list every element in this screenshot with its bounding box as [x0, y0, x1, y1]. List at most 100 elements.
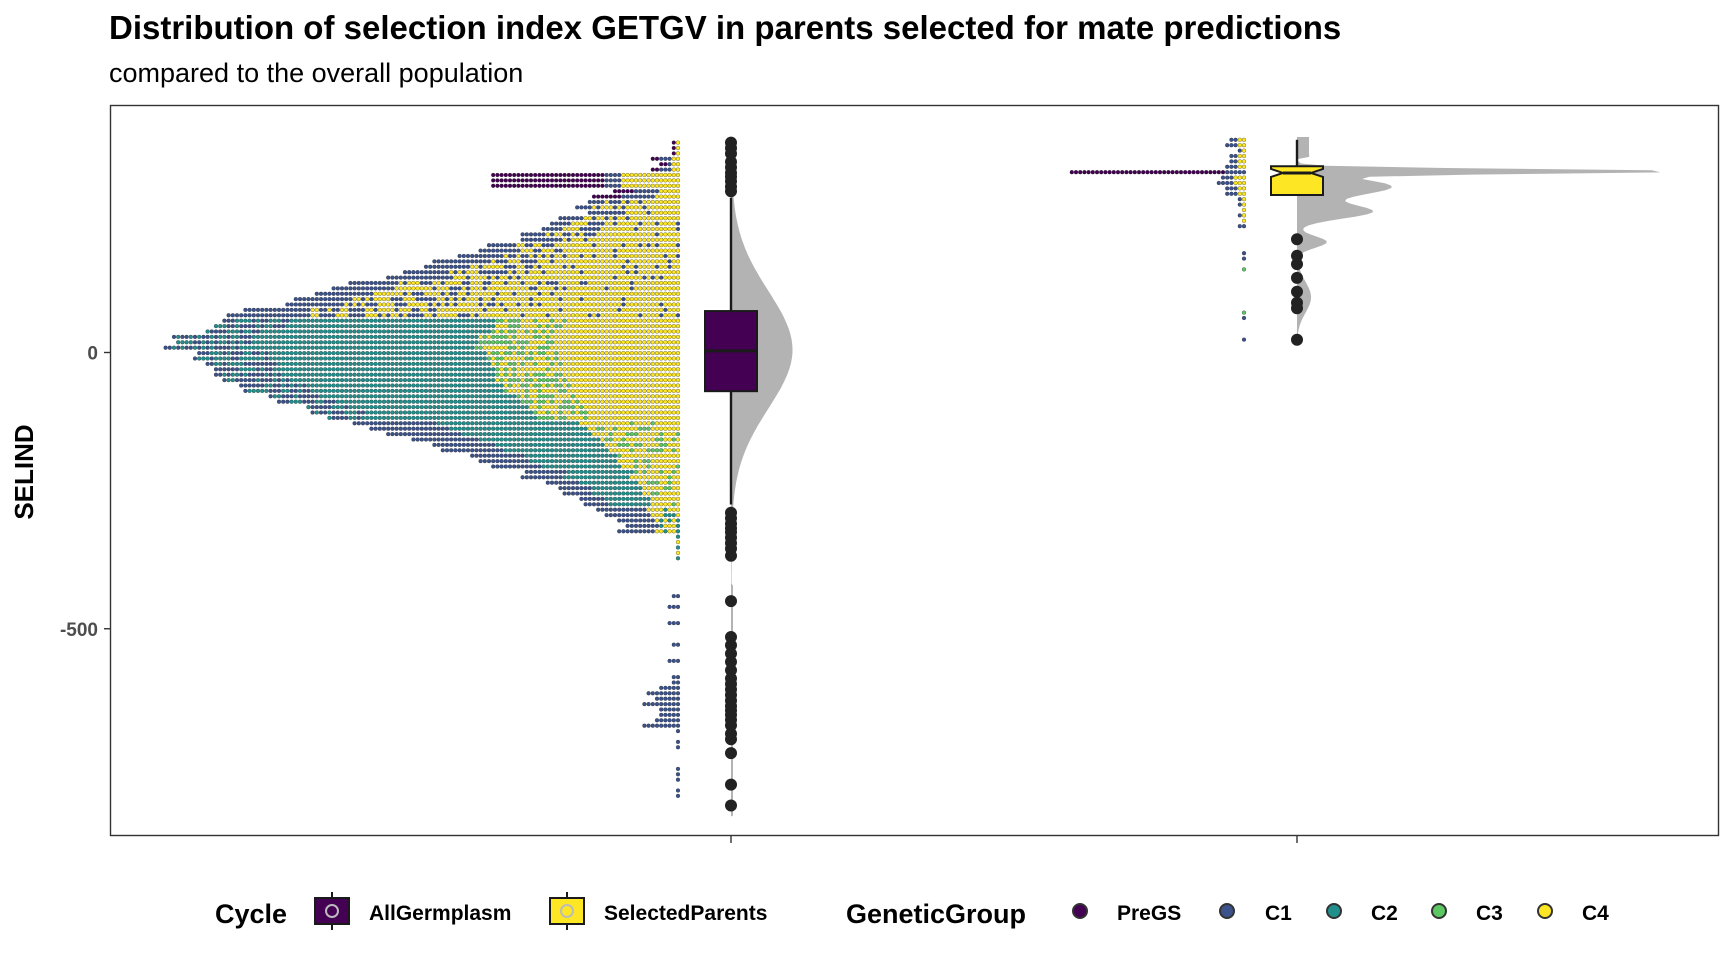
dot-c2: [260, 356, 265, 361]
dot-c4: [638, 297, 643, 302]
dot-c2: [415, 318, 420, 323]
dot-c4: [533, 264, 538, 269]
dot-c1: [440, 270, 445, 275]
dot-c4: [659, 243, 664, 248]
dot-c4: [654, 421, 660, 426]
dot-c1: [474, 313, 479, 318]
dot-c4: [600, 405, 605, 410]
dot-c1: [272, 361, 277, 366]
dot-c4: [558, 378, 563, 383]
dot-c4: [667, 410, 672, 415]
dot-c2: [432, 399, 437, 404]
dot-c2: [348, 367, 353, 372]
dot-c4: [650, 221, 655, 226]
dot-c1: [478, 453, 483, 458]
dot-c2: [591, 453, 597, 458]
dot-c2: [411, 367, 416, 372]
dot-c3: [495, 356, 500, 361]
dot-c1: [432, 297, 437, 302]
dot-c1: [167, 345, 172, 350]
dot-c1: [499, 248, 504, 253]
dot-c4: [512, 340, 517, 345]
dot-c2: [675, 545, 681, 550]
dot-c4: [604, 394, 609, 399]
dot-c2: [470, 356, 475, 361]
dot-pregs: [1204, 170, 1209, 175]
dot-c1: [411, 421, 416, 426]
dot-c2: [444, 372, 450, 377]
dot-c1: [600, 502, 605, 507]
dot-c2: [470, 388, 475, 393]
dot-c2: [474, 415, 479, 420]
dot-c2: [407, 410, 412, 415]
dot-c2: [377, 361, 382, 366]
dot-c4: [591, 361, 597, 366]
dot-c4: [654, 486, 660, 491]
dot-c1: [369, 421, 374, 426]
dot-c4: [537, 367, 542, 372]
dot-c4: [608, 302, 613, 307]
dot-c1: [621, 518, 626, 523]
dot-c4: [642, 415, 647, 420]
dot-c1: [356, 313, 361, 318]
dot-c1: [558, 297, 563, 302]
dot-c2: [302, 372, 307, 377]
dot-c2: [482, 421, 487, 426]
dot-c4: [659, 340, 664, 345]
dot-c2: [659, 523, 664, 528]
dot-c4: [457, 297, 462, 302]
dot-c2: [436, 405, 441, 410]
dot-c3: [486, 340, 492, 345]
dot-c4: [528, 394, 534, 399]
dot-c4: [381, 291, 387, 296]
dot-c4: [1237, 153, 1242, 159]
dot-c2: [230, 372, 235, 377]
dot-c2: [423, 415, 429, 420]
dot-c3: [507, 351, 513, 356]
dot-c4: [654, 259, 660, 264]
dot-c2: [268, 318, 273, 323]
dot-pregs: [507, 172, 513, 178]
dot-c2: [512, 432, 517, 437]
dot-c2: [604, 453, 609, 458]
dot-c2: [449, 324, 454, 329]
dot-c4: [591, 313, 597, 318]
dot-c1: [596, 502, 601, 507]
dot-c4: [629, 237, 634, 242]
dot-c1: [323, 302, 328, 307]
dot-pregs: [528, 178, 534, 183]
dot-c1: [507, 264, 513, 269]
dot-c1: [1233, 159, 1238, 164]
dot-c4: [554, 275, 559, 280]
dot-c1: [440, 448, 445, 453]
dot-c2: [344, 361, 349, 366]
dot-c4: [562, 297, 567, 302]
dot-c2: [625, 496, 630, 501]
dot-c4: [621, 199, 626, 205]
dot-c4: [617, 291, 622, 296]
dot-c2: [432, 329, 437, 334]
dot-c2: [318, 324, 324, 329]
dot-pregs: [1191, 170, 1196, 175]
dot-c4: [663, 189, 668, 194]
dot-c1: [675, 745, 681, 750]
dot-c4: [381, 302, 387, 307]
dot-c4: [659, 502, 664, 507]
dot-c4: [411, 286, 416, 291]
dot-c1: [612, 275, 618, 280]
dot-c2: [373, 345, 378, 350]
dot-c4: [583, 302, 588, 307]
dot-c2: [461, 410, 466, 415]
dot-c1: [318, 291, 324, 296]
dot-c2: [465, 340, 471, 345]
dot-c2: [247, 329, 252, 334]
dot-c1: [495, 253, 500, 259]
dot-c4: [604, 313, 609, 318]
dot-c3: [524, 394, 529, 399]
dot-c1: [486, 275, 492, 280]
dot-c2: [470, 345, 475, 350]
dot-c2: [583, 469, 588, 474]
dot-c1: [276, 372, 282, 377]
dot-c4: [667, 302, 672, 307]
dot-c4: [520, 318, 525, 323]
